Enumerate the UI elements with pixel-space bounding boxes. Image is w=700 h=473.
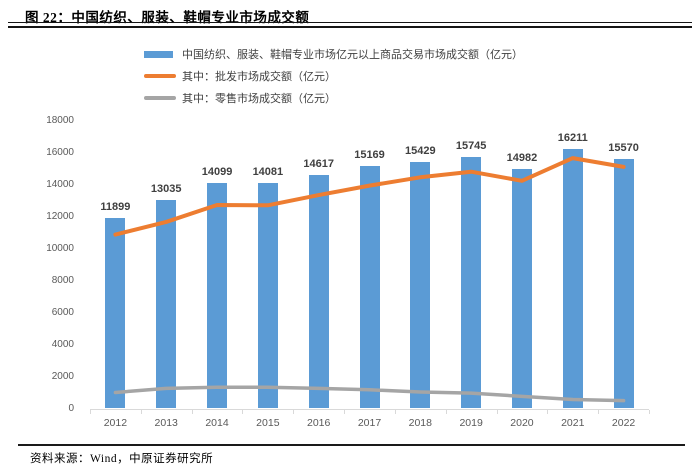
x-axis-label-2015: 2015	[256, 416, 280, 429]
legend-item-wholesale: 其中：批发市场成交额（亿元）	[144, 65, 523, 87]
bar-value-label-2018: 15429	[405, 144, 436, 157]
legend-label-wholesale: 其中：批发市场成交额（亿元）	[182, 71, 336, 83]
x-axis-label-2017: 2017	[357, 416, 382, 429]
bar-2021	[562, 149, 583, 409]
y-axis-tick-label: 0	[68, 402, 74, 414]
x-axis-tick	[344, 409, 346, 414]
source-note: 资料来源：Wind，中原证券研究所	[30, 453, 214, 465]
bar-2017	[359, 165, 380, 409]
x-axis-tick	[242, 409, 244, 414]
x-axis-tick	[293, 409, 295, 414]
y-axis-tick-label: 6000	[51, 306, 74, 318]
x-axis-line	[90, 408, 649, 410]
x-axis-label-2016: 2016	[306, 416, 331, 429]
x-axis-label-2018: 2018	[408, 416, 432, 429]
x-axis-label-2014: 2014	[205, 416, 229, 429]
y-axis-tick-label: 12000	[46, 210, 74, 222]
chart-legend: 中国纺织、服装、鞋帽专业市场亿元以上商品交易市场成交额（亿元） 其中：批发市场成交…	[144, 43, 523, 109]
bar-2020	[511, 168, 532, 409]
x-axis-tick	[445, 409, 447, 414]
x-axis-label-2013: 2013	[154, 416, 178, 429]
x-axis-tick	[547, 409, 549, 414]
figure-title: 图 22：中国纺织、服装、鞋帽专业市场成交额	[25, 10, 310, 25]
x-axis-tick	[191, 409, 193, 414]
bar-value-label-2019: 15745	[455, 139, 487, 152]
source-rule	[18, 444, 685, 446]
x-axis-tick	[496, 409, 498, 414]
x-axis-label-2022: 2022	[611, 416, 636, 429]
legend-label-total: 中国纺织、服装、鞋帽专业市场亿元以上商品交易市场成交额（亿元）	[182, 49, 523, 61]
legend-swatch-wholesale-line-icon	[144, 74, 176, 78]
bar-2022	[613, 159, 634, 409]
x-axis-label-2020: 2020	[510, 416, 534, 429]
y-axis-tick-label: 14000	[46, 178, 74, 190]
x-axis-label-2021: 2021	[561, 416, 585, 429]
x-axis-tick	[649, 409, 650, 414]
y-axis-tick-label: 2000	[51, 370, 74, 382]
y-axis-tick-label: 16000	[46, 146, 74, 158]
y-axis-tick-label: 4000	[51, 338, 74, 350]
x-axis-tick	[394, 409, 396, 414]
title-rule	[8, 22, 692, 28]
legend-item-total: 中国纺织、服装、鞋帽专业市场亿元以上商品交易市场成交额（亿元）	[144, 43, 523, 65]
legend-swatch-retail-line-icon	[144, 96, 176, 100]
x-axis-tick	[90, 409, 91, 414]
bar-2018	[410, 161, 431, 409]
bar-2013	[156, 199, 177, 409]
y-axis-tick-label: 10000	[46, 242, 74, 254]
bar-2014	[207, 182, 228, 409]
bar-value-label-2012: 11899	[100, 201, 131, 214]
x-axis-label-2012: 2012	[103, 416, 128, 429]
legend-item-retail: 其中：零售市场成交额（亿元）	[144, 87, 523, 109]
bar-value-label-2021: 16211	[557, 132, 588, 145]
bar-value-label-2022: 15570	[608, 142, 639, 155]
bar-2019	[461, 156, 482, 409]
legend-label-retail: 其中：零售市场成交额（亿元）	[182, 93, 336, 105]
bar-value-label-2020: 14982	[506, 151, 538, 164]
bar-2012	[105, 218, 126, 409]
bar-value-label-2013: 13035	[150, 182, 182, 195]
y-axis-tick-label: 18000	[46, 114, 74, 126]
bar-2015	[257, 183, 278, 409]
x-axis-tick	[598, 409, 600, 414]
bar-2016	[308, 174, 329, 409]
legend-swatch-total-bar-icon	[144, 50, 173, 58]
y-axis-tick-label: 8000	[51, 274, 74, 286]
x-axis-tick	[140, 409, 142, 414]
x-axis-label-2019: 2019	[459, 416, 483, 429]
